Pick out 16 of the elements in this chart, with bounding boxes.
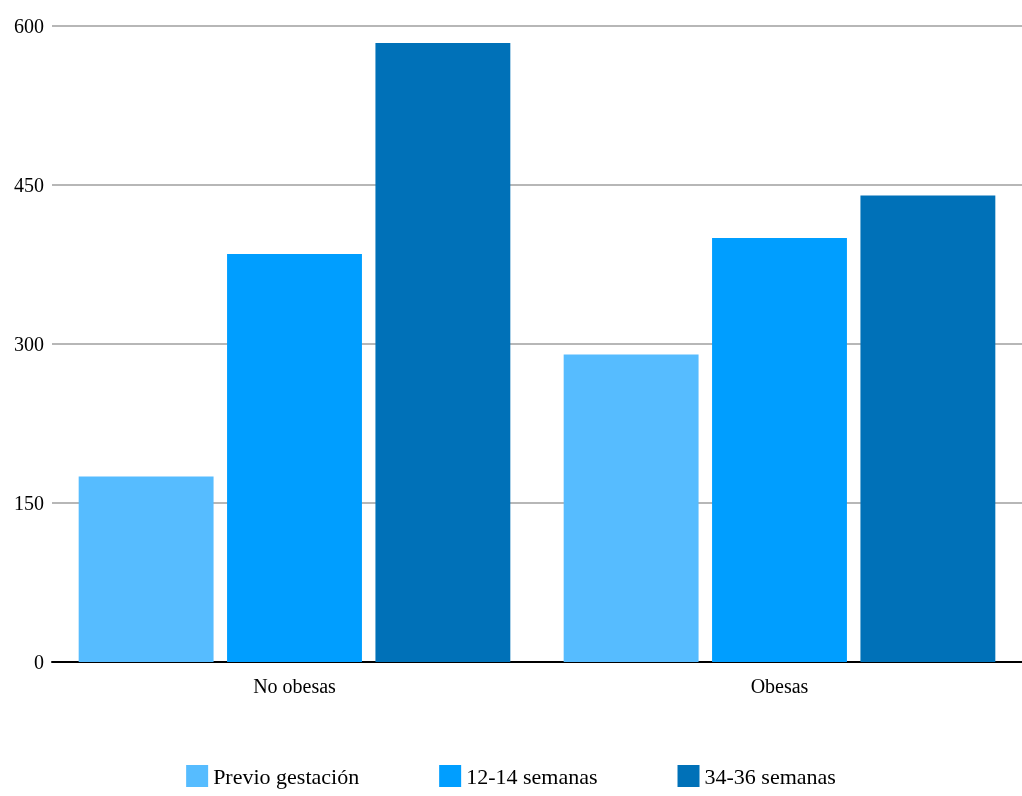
bar xyxy=(860,195,996,662)
y-tick-label: 300 xyxy=(14,333,44,355)
bar xyxy=(712,238,847,662)
y-tick-label: 600 xyxy=(14,15,44,37)
bar xyxy=(78,476,214,662)
x-tick-label: No obesas xyxy=(253,675,337,697)
y-tick-label: 0 xyxy=(34,651,44,673)
legend-label: Previo gestación xyxy=(213,763,360,789)
legend-label: 12-14 semanas xyxy=(466,763,598,789)
bar xyxy=(375,42,511,662)
legend-label: 34-36 semanas xyxy=(704,763,836,789)
x-tick-label: Obesas xyxy=(750,675,809,697)
bar xyxy=(563,354,699,662)
y-tick-label: 150 xyxy=(14,492,44,514)
y-tick-label: 450 xyxy=(14,174,44,196)
bar xyxy=(227,253,362,662)
